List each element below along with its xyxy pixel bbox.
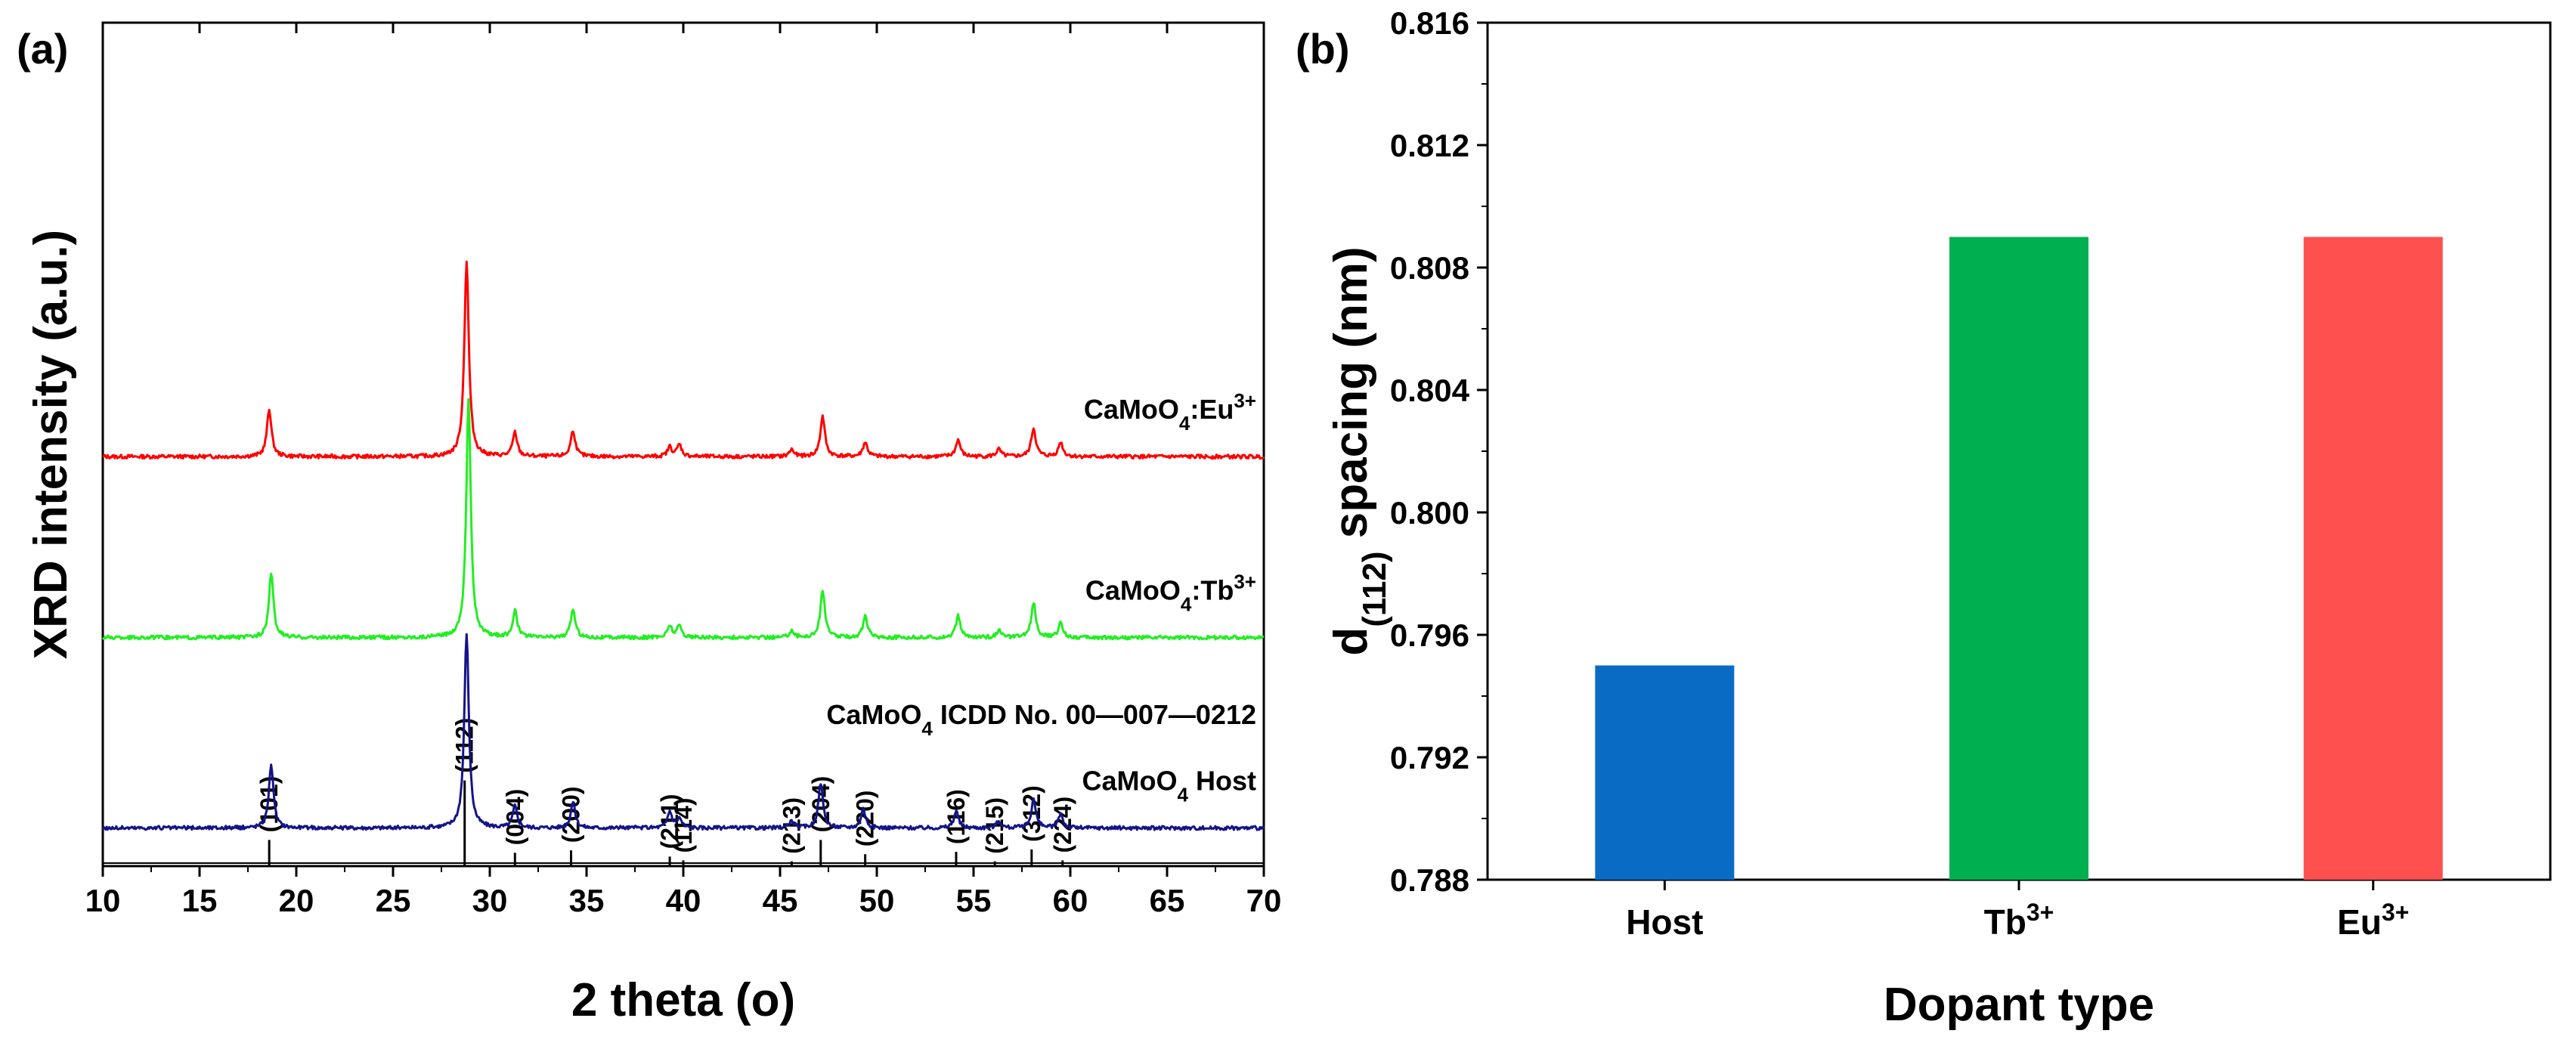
y-tick-label: 0.792 <box>1390 740 1469 775</box>
x-axis-title: Dopant type <box>1884 979 2154 1031</box>
dspacing-panel: 0.788 0.792 0.796 0.800 0.804 0.808 0.812 0.816… <box>1296 5 2552 1031</box>
x-tick-label: 70 <box>1246 883 1282 918</box>
y-tick-label: 0.804 <box>1390 373 1470 408</box>
x-tick-label: 25 <box>376 883 411 918</box>
curve-label-2: CaMoO4 Host <box>1082 766 1256 806</box>
x-tick-label: 10 <box>85 883 121 918</box>
y-tick-label: 0.816 <box>1390 5 1469 41</box>
x-tick-label: Tb3+ <box>1984 899 2054 942</box>
x-tick-label: 60 <box>1053 883 1088 918</box>
x-tick-label: 20 <box>279 883 314 918</box>
xrd-curve-1 <box>101 398 1265 641</box>
xrd-panel: 10 15 20 25 30 35 40 45 50 55 60 65 70 2 theta (o) XRD… <box>17 21 1282 1026</box>
y-tick-label: 0.800 <box>1390 495 1469 531</box>
curve-label-1: CaMoO4:Tb3+ <box>1085 571 1256 616</box>
x-tick-label: 35 <box>569 883 605 918</box>
x-tick-label: 65 <box>1150 883 1185 918</box>
y-tick-label: 0.808 <box>1390 250 1469 286</box>
x-tick-label: 15 <box>182 883 218 918</box>
curve-label-0: CaMoO4:Eu3+ <box>1084 389 1256 435</box>
xrd-curve-2 <box>101 633 1265 831</box>
x-tick-label: 30 <box>472 883 508 918</box>
x-tick-label: Eu3+ <box>2337 899 2409 942</box>
y-tick-label: 0.788 <box>1390 862 1469 898</box>
x-tick-label: Host <box>1626 902 1703 942</box>
x-tick-label: 50 <box>859 883 895 918</box>
y-tick-label: 0.796 <box>1390 617 1469 653</box>
hkl-label: (116) <box>943 789 970 844</box>
panel-label-a: (a) <box>17 25 68 73</box>
bar-tb <box>1949 237 2088 880</box>
panel-label-b: (b) <box>1296 25 1350 73</box>
y-axis-title: XRD intensity (a.u.) <box>25 230 77 659</box>
reference-label: CaMoO4 ICDD No. 00—007—0212 <box>826 699 1256 740</box>
hkl-label: (114) <box>670 798 697 853</box>
x-axis-title: 2 theta (o) <box>571 974 795 1026</box>
bar-eu <box>2303 237 2443 880</box>
x-tick-label: 40 <box>666 883 701 918</box>
y-axis-title: d(112) spacing (nm) <box>1325 246 1393 655</box>
x-tick-label: 45 <box>763 883 798 918</box>
bar-host <box>1595 665 1735 880</box>
y-tick-label: 0.812 <box>1390 128 1469 163</box>
hkl-label: (211) <box>656 794 683 849</box>
x-tick-label: 55 <box>956 883 992 918</box>
hkl-label: (004) <box>501 789 528 846</box>
plot-frame <box>101 21 1265 868</box>
xrd-curve-0 <box>102 260 1265 460</box>
